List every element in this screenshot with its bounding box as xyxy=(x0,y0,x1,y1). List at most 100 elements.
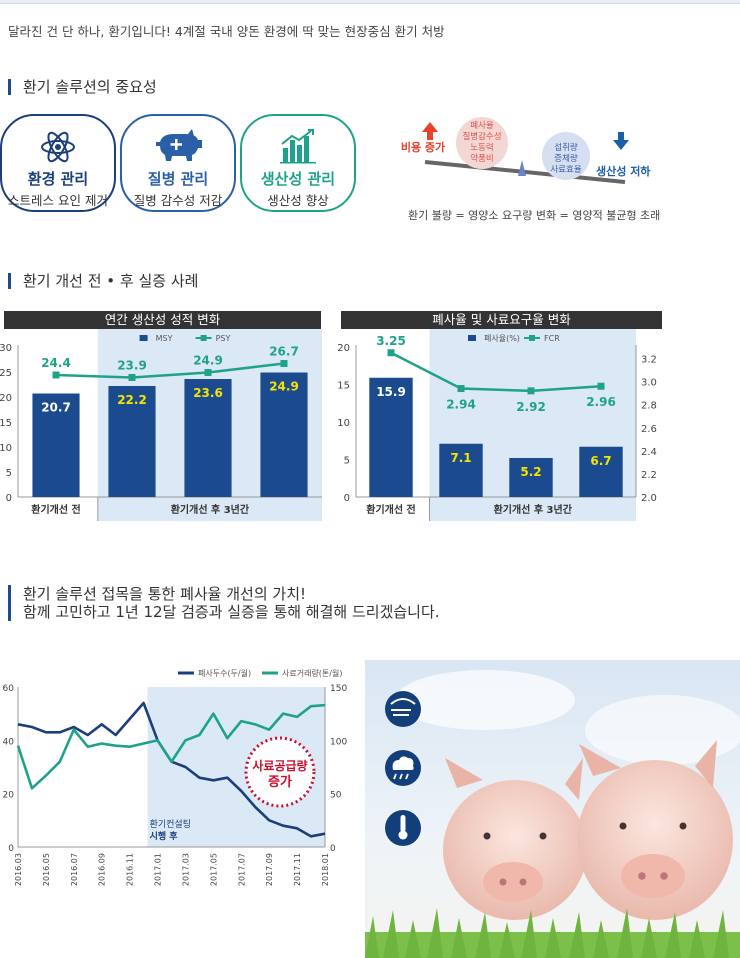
bar xyxy=(260,372,308,497)
legend-swatch xyxy=(529,335,535,341)
cost-item: 노동력 xyxy=(470,143,494,153)
cost-item: 약품비 xyxy=(470,154,494,164)
y2-tick-label: 2.8 xyxy=(641,401,657,412)
line-value-label: 24.9 xyxy=(193,354,223,368)
y2-tick-label: 3.0 xyxy=(641,378,657,389)
value-headline: 환기 솔루션 접목을 통한 폐사율 개선의 가치! xyxy=(23,585,307,603)
card-title: 질병 관리 xyxy=(147,170,209,188)
line-value-label: 2.94 xyxy=(446,398,476,412)
x-group-label: 환기개선 후 3년간 xyxy=(494,503,573,516)
bar-value-label: 20.7 xyxy=(41,401,71,415)
y-tick-label: 40 xyxy=(3,737,15,747)
legend-label: PSY xyxy=(216,334,231,343)
card-title: 생산성 관리 xyxy=(260,170,336,188)
line-point xyxy=(527,387,535,395)
y-tick-label: 20 xyxy=(0,393,12,404)
x-tick-label: 2017.11 xyxy=(293,853,302,886)
line-point xyxy=(128,374,136,381)
line-point xyxy=(280,360,288,367)
chart1-title: 연간 생산성 성적 변화 xyxy=(4,311,321,329)
y2-tick-label: 2.0 xyxy=(641,493,657,504)
card-subtitle: 스트레스 요인 제거 xyxy=(8,193,108,208)
section-title-importance: 환기 솔루션의 중요성 xyxy=(8,79,157,95)
chart-productivity: MSY PSY 0 5 10 15 20 25 30 20.7 22.2 23.6 24.9 24.4 23… xyxy=(0,329,322,521)
productivity-drop-label: 생산성 저하 xyxy=(596,165,651,178)
legend-swatch xyxy=(200,335,207,341)
y-tick-label: 20 xyxy=(338,343,350,354)
pig-left xyxy=(443,758,587,920)
productivity-items: 섭취량 증체량 사료효율 xyxy=(536,143,596,176)
line-point xyxy=(457,385,465,393)
x-tick-label: 2017.09 xyxy=(265,853,274,886)
bar-value-label: 23.6 xyxy=(193,386,223,400)
y-tick-label: 0 xyxy=(344,493,350,504)
y-tick-label: 0 xyxy=(6,493,12,504)
chart2-title: 폐사율 및 사료요구율 변화 xyxy=(341,311,662,329)
intro-text: 달라진 건 단 하나, 환기입니다! 4계절 국내 양돈 환경에 딱 맞는 현장… xyxy=(8,24,445,39)
atom-icon xyxy=(41,131,75,163)
seesaw-diagram xyxy=(422,117,629,184)
x-tick-label: 2016.05 xyxy=(42,853,51,886)
annotation-label: 시행 후 xyxy=(150,830,179,842)
series-line xyxy=(16,703,326,790)
section-title-value: 환기 솔루션 접목을 통한 폐사율 개선의 가치! 함께 고민하고 1년 12달… xyxy=(8,585,440,621)
card-disease: 질병 관리 질병 감수성 저감 xyxy=(120,114,236,212)
wind-weather-icon xyxy=(385,691,421,727)
line-value-label: 3.25 xyxy=(376,334,406,348)
y-tick-label: 60 xyxy=(3,684,15,694)
section-title-cases: 환기 개선 전 • 후 실증 사례 xyxy=(8,273,198,289)
y-tick-label: 15 xyxy=(338,381,350,392)
x-tick-label: 2017.01 xyxy=(154,853,163,886)
grass xyxy=(365,908,740,958)
bar xyxy=(184,379,232,497)
bar-value-label: 5.2 xyxy=(520,465,541,479)
y-tick-label: 25 xyxy=(0,368,12,379)
x-tick-label: 2016.07 xyxy=(70,853,79,886)
thermometer-icon xyxy=(385,810,421,846)
x-group-label: 환기개선 후 3년간 xyxy=(171,503,250,516)
x-group-label: 환기개선 전 xyxy=(31,503,80,516)
y2-tick-label: 2.4 xyxy=(641,447,657,458)
y2-tick-label: 150 xyxy=(330,684,347,694)
bar xyxy=(509,458,553,497)
line-value-label: 2.92 xyxy=(516,400,546,414)
card-subtitle: 질병 감수성 저감 xyxy=(133,193,223,208)
series-line xyxy=(390,351,602,393)
y2-tick-label: 0 xyxy=(330,844,336,854)
line-value-label: 26.7 xyxy=(269,345,299,359)
annotation-label: 환기컨설팅 xyxy=(150,818,191,830)
x-tick-label: 2018.01 xyxy=(321,853,330,886)
bar xyxy=(439,443,483,497)
card-subtitle: 생산성 향상 xyxy=(267,193,329,208)
bar xyxy=(108,386,156,497)
y-tick-label: 5 xyxy=(6,468,12,479)
line-point xyxy=(387,349,395,357)
y-tick-label: 15 xyxy=(0,418,12,429)
value-subline: 함께 고민하고 1년 12달 검증과 실증을 통해 해결해 드리겠습니다. xyxy=(23,603,440,621)
x-tick-label: 2017.07 xyxy=(237,853,246,886)
x-tick-label: 2016.11 xyxy=(126,853,135,886)
cost-item: 폐사율 xyxy=(470,121,494,131)
series-line xyxy=(55,362,285,379)
down-arrow-icon xyxy=(613,132,629,150)
legend-label: 사료거래량(톤/월) xyxy=(282,668,342,678)
legend-label: 폐사율(%) xyxy=(484,333,520,343)
y2-tick-label: 100 xyxy=(330,737,347,747)
badge-ring xyxy=(244,736,316,808)
chart-mortality-feed-trend: 0 20 40 60 0 50 100 150 2016.03 2016.05 2016.07 201… xyxy=(3,668,348,886)
legend-label: MSY xyxy=(156,334,173,343)
rain-cloud-icon xyxy=(385,750,421,786)
legend-swatch xyxy=(468,335,476,341)
chart-mortality-fcr: 폐사율(%) FCR 0 5 10 15 20 15.9 7.1 5.2 6.7 2.0 2.2 2.4 2… xyxy=(338,329,657,521)
y2-tick-label: 3.2 xyxy=(641,355,657,366)
pig-icon xyxy=(156,129,202,161)
line-value-label: 24.4 xyxy=(41,356,71,370)
y-tick-label: 30 xyxy=(0,343,12,354)
cost-items: 폐사율 질병감수성 노동력 약품비 xyxy=(450,121,514,165)
bar-value-label: 6.7 xyxy=(590,454,611,468)
badge-label: 증가 xyxy=(268,775,292,790)
y-tick-label: 5 xyxy=(344,456,350,467)
legend-label: FCR xyxy=(544,334,560,343)
pig-photo xyxy=(365,660,740,958)
bar-value-label: 15.9 xyxy=(376,385,406,399)
